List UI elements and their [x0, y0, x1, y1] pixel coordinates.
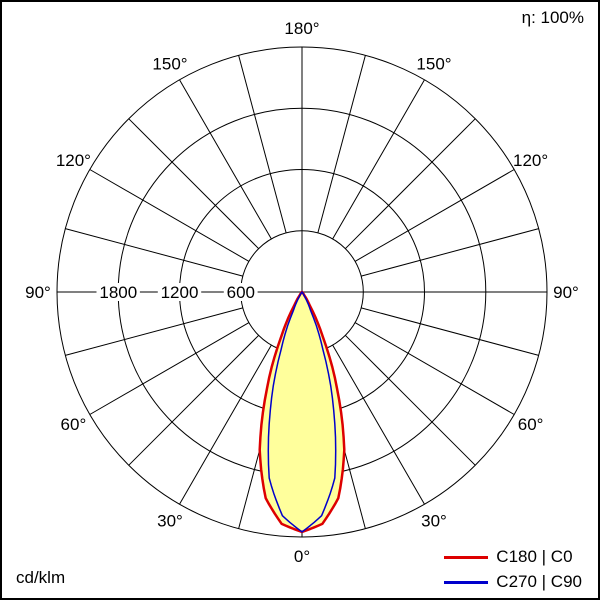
- angle-label: 180°: [284, 19, 319, 38]
- grid-radial: [361, 307, 539, 356]
- grid-radial: [361, 228, 539, 277]
- legend-label-c0: C180 | C0: [496, 547, 573, 566]
- legend-line-c90-icon: [444, 580, 489, 584]
- grid-radial: [332, 344, 425, 505]
- angle-label: 30°: [157, 512, 183, 531]
- tick-label-bg: [223, 283, 258, 301]
- grid-radial: [89, 169, 250, 262]
- grid-radial: [128, 334, 260, 466]
- angle-label: 120°: [56, 151, 91, 170]
- curve-c180-c0: [258, 290, 346, 534]
- legend-item-c90: C270 | C90: [444, 572, 582, 592]
- grid-radial: [344, 334, 476, 466]
- radial-tick-label: 1800: [99, 283, 137, 302]
- grid-radial: [65, 228, 243, 277]
- grid-radial: [238, 55, 287, 233]
- angle-label: 90°: [553, 283, 579, 302]
- tick-label-bg: [96, 283, 140, 301]
- legend-item-c0: C180 | C0: [444, 547, 582, 567]
- grid-radial: [65, 307, 243, 356]
- grid-radial: [317, 55, 366, 233]
- angle-label: 150°: [152, 54, 187, 73]
- angle-label: 0°: [294, 547, 310, 566]
- grid-radial: [179, 79, 272, 240]
- grid-radial: [332, 79, 425, 240]
- curve-c270-c90: [267, 291, 337, 533]
- radial-tick-label: 1200: [161, 283, 199, 302]
- legend-label-c90: C270 | C90: [496, 572, 582, 591]
- radial-tick-label: 600: [227, 283, 255, 302]
- legend: C180 | C0 C270 | C90: [444, 547, 582, 592]
- angle-label: 90°: [25, 283, 51, 302]
- angle-label: 150°: [416, 54, 451, 73]
- tick-label-bg: [157, 283, 202, 301]
- grid-radial: [128, 118, 260, 250]
- unit-label: cd/klm: [16, 568, 66, 587]
- grid-radial: [89, 322, 250, 415]
- angle-label: 30°: [421, 512, 447, 531]
- grid-radial: [344, 118, 476, 250]
- efficiency-label: η: 100%: [521, 8, 584, 27]
- angle-label: 60°: [61, 415, 87, 434]
- angle-label: 60°: [518, 415, 544, 434]
- grid-radial: [179, 344, 272, 505]
- legend-line-c0-icon: [444, 555, 489, 559]
- grid-radial: [354, 169, 515, 262]
- grid-radial: [354, 322, 515, 415]
- angle-label: 120°: [513, 151, 548, 170]
